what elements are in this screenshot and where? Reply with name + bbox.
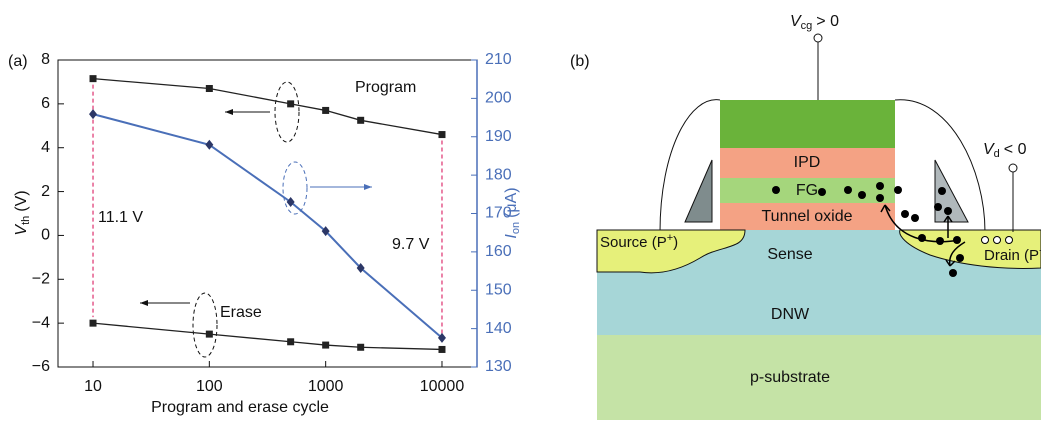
vd-label: Vd< 0	[983, 141, 1027, 160]
layer-label: DNW	[771, 306, 810, 323]
y2-tick-label: 140	[485, 320, 512, 337]
source-label: Source (P+)	[600, 232, 678, 251]
drain-label: Drain (P+)	[984, 245, 1041, 264]
y2-tick-label: 190	[485, 128, 512, 145]
y2-tick-label: 170	[485, 205, 512, 222]
data-marker	[438, 346, 445, 353]
layer-label: Tunnel oxide	[761, 208, 852, 225]
vd-sub: d	[994, 148, 1000, 160]
y2-tick-label: 210	[485, 51, 512, 68]
y-label-unit: (V)	[13, 190, 30, 211]
panel-label: (b)	[570, 53, 590, 70]
y-tick-label: −2	[32, 271, 50, 288]
data-marker	[287, 100, 294, 107]
annotation-erase: Erase	[220, 304, 262, 321]
y-tick-label: −4	[32, 314, 50, 331]
panel-label: (a)	[8, 53, 28, 70]
data-marker	[206, 85, 213, 92]
trap-left	[685, 160, 712, 222]
data-marker	[357, 117, 364, 124]
x-axis-label: Program and erase cycle	[151, 399, 329, 416]
layer-label: FG	[796, 182, 818, 199]
window-label: 11.1 V	[98, 209, 143, 226]
vd-rest: < 0	[1004, 141, 1027, 158]
source-text: Source (P	[600, 234, 667, 251]
vcg-rest: > 0	[816, 13, 839, 30]
data-marker	[438, 131, 445, 138]
source-close: )	[673, 234, 678, 251]
y2-tick-label: 150	[485, 281, 512, 298]
y-tick-label: 0	[41, 227, 50, 244]
annotation-program: Program	[355, 79, 416, 96]
data-marker	[90, 75, 97, 82]
data-marker	[322, 342, 329, 349]
x-tick-label: 100	[196, 378, 223, 395]
y-tick-label: 6	[41, 95, 50, 112]
vcg-label: Vcg> 0	[790, 13, 839, 32]
data-marker	[322, 107, 329, 114]
drain-terminal	[1009, 164, 1017, 172]
control-gate	[720, 100, 895, 148]
window-label: 9.7 V	[392, 236, 430, 253]
y-axis-label: Vth(V)	[13, 190, 32, 235]
y2-tick-label: 130	[485, 358, 512, 375]
x-tick-label: 10000	[420, 378, 465, 395]
data-marker	[90, 320, 97, 327]
y-tick-label: 4	[41, 139, 50, 156]
drain-text: Drain (P	[984, 247, 1039, 264]
device-diagram	[597, 34, 1041, 420]
layer-label: Sense	[767, 246, 812, 263]
data-marker	[287, 338, 294, 345]
layer-label: p-substrate	[750, 369, 830, 386]
y2-tick-label: 180	[485, 166, 512, 183]
y-tick-label: 8	[41, 51, 50, 68]
y2-tick-label: 160	[485, 243, 512, 260]
data-marker	[357, 344, 364, 351]
figure: (a) Program and erase cycle Vth(V) Ion(μ…	[0, 0, 1041, 422]
layer-label: IPD	[794, 154, 821, 171]
gate-terminal	[814, 34, 822, 42]
y2-label-sub: on	[510, 222, 522, 234]
holes	[982, 237, 1013, 244]
x-tick-label: 10	[84, 378, 102, 395]
y-tick-label: 2	[41, 183, 50, 200]
data-marker	[89, 109, 97, 119]
x-tick-label: 1000	[308, 378, 344, 395]
data-marker	[205, 140, 213, 150]
vcg-sub: cg	[801, 20, 813, 32]
data-marker	[206, 331, 213, 338]
y-tick-label: −6	[32, 358, 50, 375]
y-label-sub: th	[20, 216, 32, 225]
series-line	[93, 323, 442, 349]
y2-tick-label: 200	[485, 90, 512, 107]
